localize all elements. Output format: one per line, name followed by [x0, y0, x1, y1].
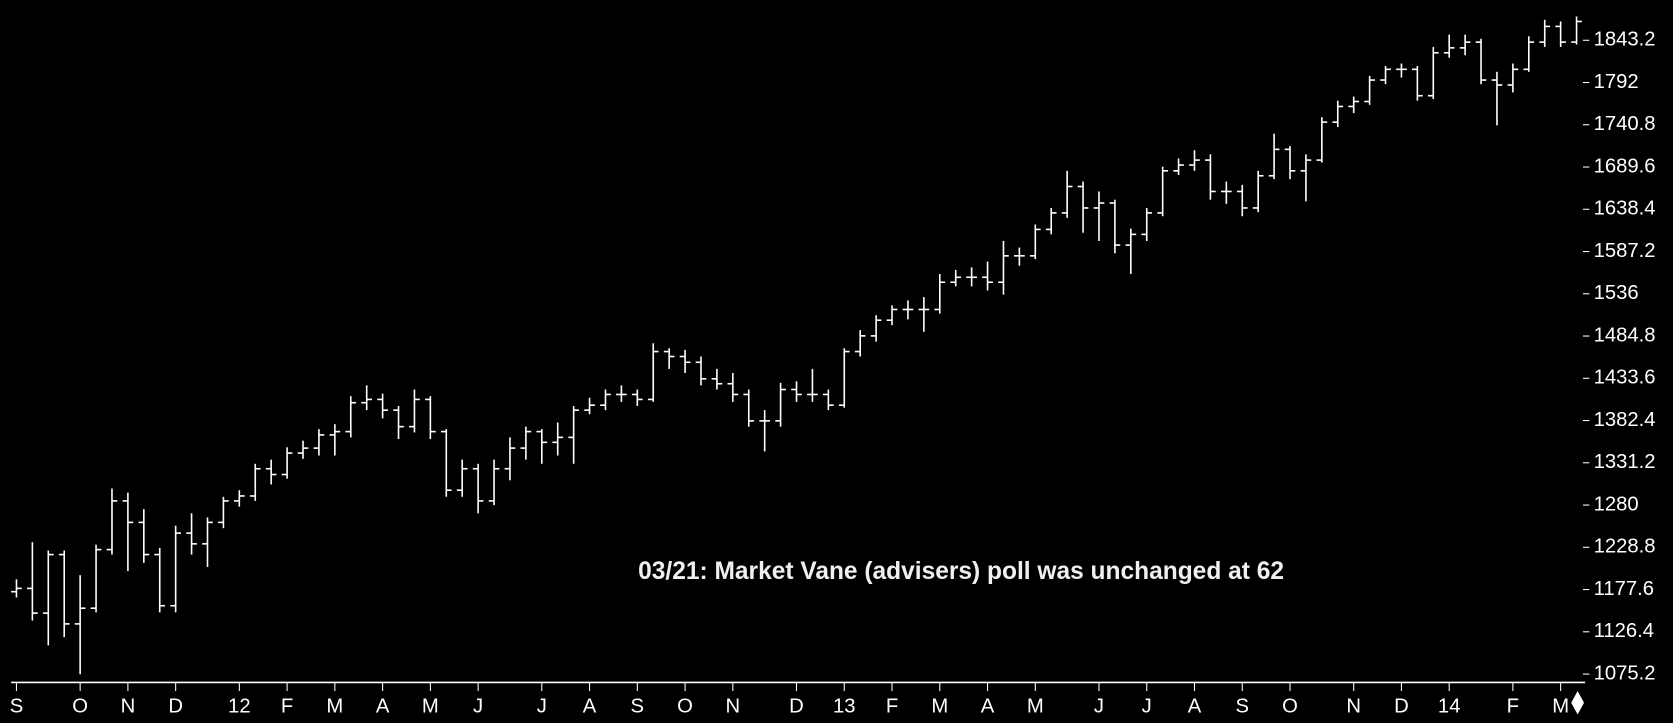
x-tick-label: S	[10, 695, 24, 717]
x-tick-label: 14	[1438, 695, 1461, 717]
y-tick-label: 1075.2	[1594, 662, 1656, 684]
x-tick-label: S	[631, 695, 645, 717]
x-tick-label: M	[326, 695, 343, 717]
x-tick-label: M	[1552, 695, 1569, 717]
x-tick-label: M	[1027, 695, 1044, 717]
y-tick-label: 1792	[1594, 71, 1639, 93]
y-tick-label: 1740.8	[1594, 113, 1656, 135]
x-tick-label: N	[121, 695, 136, 717]
x-tick-label: J	[1142, 695, 1152, 717]
y-tick-label: 1536	[1594, 282, 1639, 304]
y-tick-label: 1587.2	[1594, 240, 1656, 262]
y-tick-label: 1638.4	[1594, 198, 1656, 220]
y-tick-label: 1177.6	[1594, 578, 1654, 600]
y-tick-label: 1433.6	[1594, 367, 1656, 389]
x-tick-label: M	[422, 695, 439, 717]
x-tick-label: D	[1394, 695, 1409, 717]
annotation: 03/21: Market Vane (advisers) poll was u…	[638, 558, 1284, 585]
x-tick-label: J	[1094, 695, 1104, 717]
x-tick-label: A	[981, 695, 995, 717]
y-tick-label: 1126.4	[1594, 620, 1654, 642]
scroll-marker[interactable]	[1571, 691, 1585, 715]
x-tick-label: F	[1507, 695, 1519, 717]
x-tick-label: J	[537, 695, 547, 717]
x-tick-label: D	[789, 695, 804, 717]
x-tick-label: A	[583, 695, 597, 717]
y-tick-label: 1228.8	[1594, 536, 1656, 558]
x-tick-label: M	[931, 695, 948, 717]
x-tick-label: F	[886, 695, 898, 717]
x-tick-label: J	[473, 695, 483, 717]
x-tick-label: N	[726, 695, 741, 717]
y-tick-label: 1484.8	[1594, 324, 1656, 346]
x-tick-label: 12	[228, 695, 251, 717]
x-tick-label: F	[281, 695, 293, 717]
x-tick-label: D	[168, 695, 183, 717]
x-tick-label: S	[1235, 695, 1249, 717]
x-tick-label: O	[677, 695, 693, 717]
x-tick-label: N	[1346, 695, 1361, 717]
y-tick-label: 1331.2	[1594, 451, 1656, 473]
x-tick-label: A	[376, 695, 390, 717]
x-tick-label: A	[1188, 695, 1202, 717]
x-tick-label: 13	[833, 695, 856, 717]
x-tick-label: O	[72, 695, 88, 717]
y-tick-label: 1843.2	[1594, 29, 1656, 51]
y-tick-label: 1280	[1594, 493, 1639, 515]
y-tick-label: 1689.6	[1594, 155, 1656, 177]
x-tick-label: O	[1282, 695, 1298, 717]
y-tick-label: 1382.4	[1594, 409, 1656, 431]
